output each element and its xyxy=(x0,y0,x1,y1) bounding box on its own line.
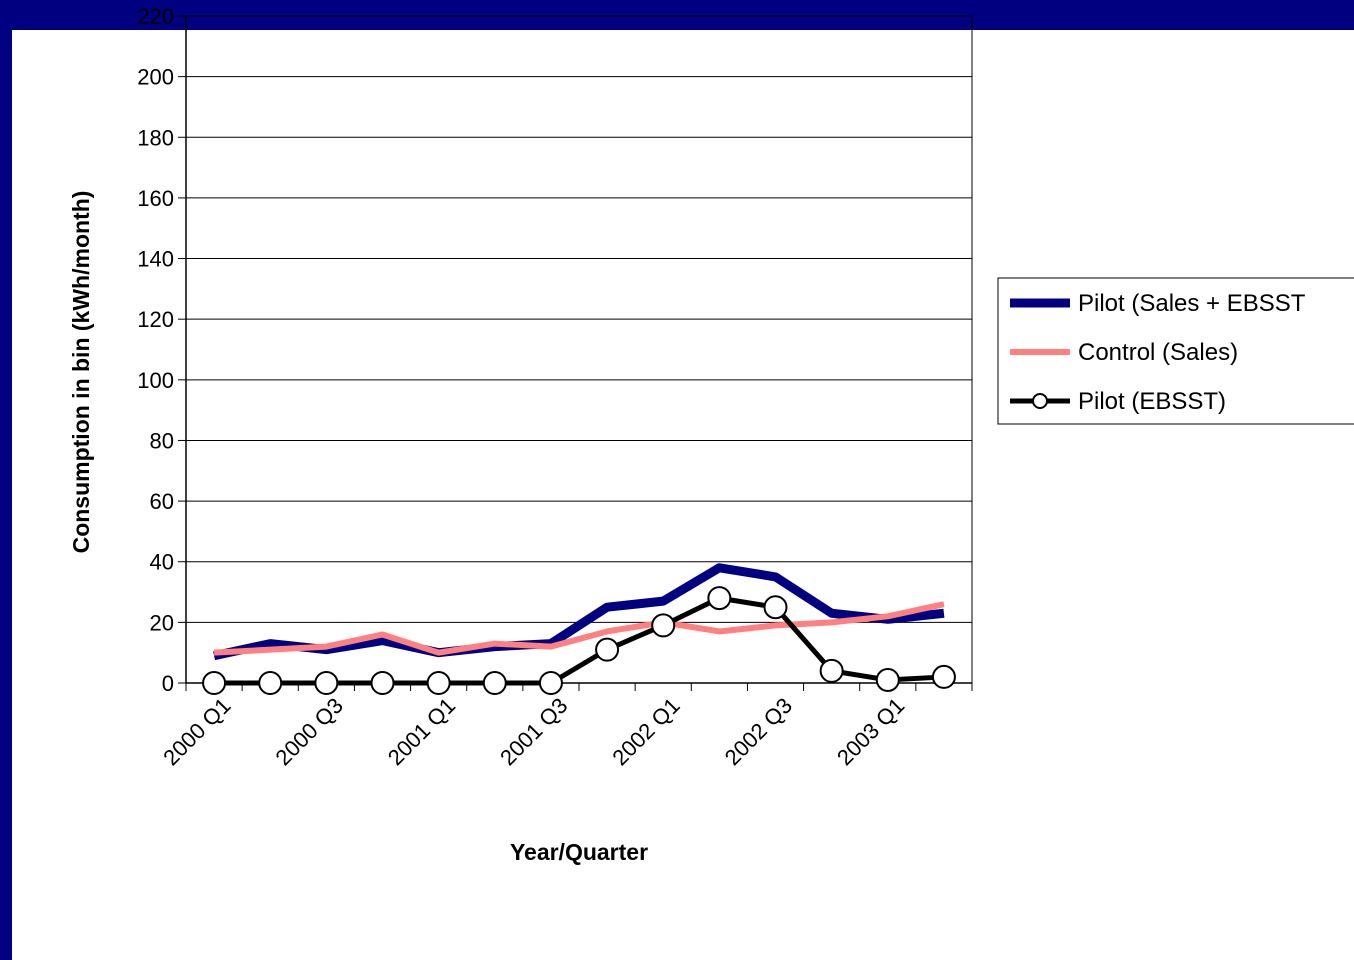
y-tick-label: 40 xyxy=(150,550,174,575)
chart-area: 0 20 40 60 80 100 120 140 160 180 200 220 2000 Q1 20… xyxy=(12,4,1354,960)
data-point xyxy=(482,671,507,695)
y-tick-labels: 0 20 40 60 80 100 120 140 160 180 200 220 xyxy=(137,4,174,696)
y-tick-label: 160 xyxy=(137,186,174,211)
data-point xyxy=(819,658,844,683)
legend-label-2: Control (Sales) xyxy=(1078,339,1238,366)
y-tick-label: 140 xyxy=(137,247,174,272)
x-tick-label: 2001 Q1 xyxy=(383,693,460,770)
data-point xyxy=(370,671,395,695)
data-point xyxy=(651,613,676,638)
data-point xyxy=(875,667,900,692)
x-tick-label: 2002 Q3 xyxy=(720,693,797,770)
x-tick-label: 2001 Q3 xyxy=(495,693,572,770)
x-tick-label: 2002 Q1 xyxy=(607,693,684,770)
data-point xyxy=(258,671,283,695)
y-tick-label: 120 xyxy=(137,307,174,332)
data-point xyxy=(538,671,563,695)
data-point xyxy=(763,595,788,620)
data-point xyxy=(931,664,956,689)
x-tick-label: 2000 Q3 xyxy=(271,693,348,770)
data-point xyxy=(595,637,620,662)
y-axis-title: Consumption in bin (kWh/month) xyxy=(68,191,94,554)
legend-label-3: Pilot (EBSST) xyxy=(1078,388,1226,415)
legend: Pilot (Sales + EBSST Control (Sales) Pilot… xyxy=(997,277,1354,425)
grid-lines xyxy=(186,15,973,683)
axes xyxy=(178,15,973,691)
x-tick-label: 2003 Q1 xyxy=(832,693,909,770)
y-tick-label: 180 xyxy=(137,125,174,150)
series-lines xyxy=(202,563,956,695)
legend-marker xyxy=(1032,393,1048,409)
y-tick-label: 20 xyxy=(150,610,174,635)
series-line-2 xyxy=(213,601,945,656)
x-axis-title: Year/Quarter xyxy=(510,839,648,865)
y-tick-label: 0 xyxy=(162,671,174,696)
y-tick-label: 60 xyxy=(150,489,174,514)
data-point xyxy=(202,671,227,695)
series-line-1 xyxy=(213,563,945,661)
data-point xyxy=(314,671,339,695)
x-tick-labels: 2000 Q1 2000 Q3 2001 Q1 2001 Q3 2002 Q1 2002 … xyxy=(158,693,909,770)
data-point xyxy=(426,671,451,695)
y-tick-label: 100 xyxy=(137,368,174,393)
y-tick-label: 200 xyxy=(137,65,174,90)
data-point xyxy=(707,586,732,611)
y-tick-label: 220 xyxy=(137,4,174,29)
legend-label-1: Pilot (Sales + EBSST xyxy=(1078,290,1306,317)
y-tick-label: 80 xyxy=(150,428,174,453)
x-tick-label: 2000 Q1 xyxy=(158,693,235,770)
